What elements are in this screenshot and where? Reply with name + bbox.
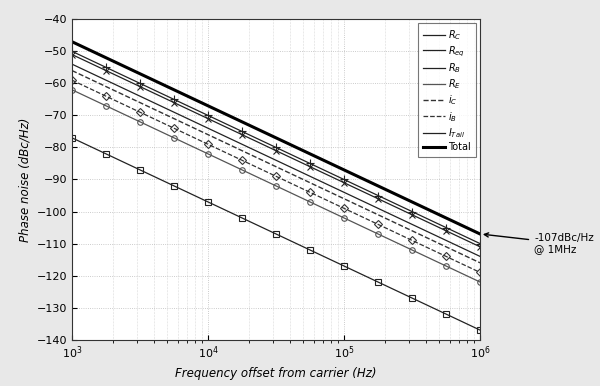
$R_C$ <box>476 328 484 332</box>
$R_E$ <box>68 88 76 92</box>
Total <box>325 160 332 165</box>
$R_E$ <box>325 208 332 213</box>
$R_B$ <box>365 201 372 206</box>
$R_B$ <box>68 62 76 66</box>
Total <box>230 115 237 120</box>
Line: $i_C$: $i_C$ <box>72 71 480 263</box>
$I_{Tail}$ <box>118 72 125 77</box>
$i_C$ <box>363 207 370 212</box>
$R_E$ <box>202 150 209 155</box>
Line: Total: Total <box>72 42 480 234</box>
$I_{Tail}$ <box>230 125 237 130</box>
$R_{eq}$ <box>363 191 370 196</box>
Line: $i_B$: $i_B$ <box>72 80 480 273</box>
Line: $R_{eq}$: $R_{eq}$ <box>72 54 480 247</box>
$i_C$ <box>230 144 237 149</box>
$R_B$ <box>118 85 125 90</box>
$i_B$ <box>325 199 332 203</box>
$i_B$ <box>363 217 370 221</box>
$i_B$ <box>476 270 484 275</box>
Total <box>202 102 209 107</box>
$R_{eq}$ <box>230 129 237 133</box>
$R_C$ <box>118 159 125 163</box>
$i_B$ <box>202 141 209 145</box>
$R_C$ <box>363 274 370 279</box>
Legend: $R_C$, $R_{eq}$, $R_B$, $R_E$, $i_C$, $i_B$, $I_{Tail}$, Total: $R_C$, $R_{eq}$, $R_B$, $R_E$, $i_C$, $i… <box>418 23 476 157</box>
$I_{Tail}$ <box>202 112 209 116</box>
$i_C$ <box>68 68 76 73</box>
$R_{eq}$ <box>365 192 372 196</box>
$R_{eq}$ <box>476 244 484 249</box>
$R_B$ <box>230 138 237 142</box>
Line: $R_E$: $R_E$ <box>72 90 480 282</box>
$I_{Tail}$ <box>476 241 484 246</box>
Total <box>363 178 370 183</box>
$R_E$ <box>476 280 484 284</box>
$I_{Tail}$ <box>68 49 76 54</box>
Total <box>476 232 484 236</box>
$R_E$ <box>363 226 370 231</box>
$i_C$ <box>325 189 332 194</box>
Y-axis label: Phase noise (dBc/Hz): Phase noise (dBc/Hz) <box>18 117 31 242</box>
$R_B$ <box>325 183 332 187</box>
$R_B$ <box>202 124 209 129</box>
$i_B$ <box>68 78 76 83</box>
$i_B$ <box>365 218 372 222</box>
$i_C$ <box>202 131 209 135</box>
$R_{eq}$ <box>202 115 209 120</box>
$R_E$ <box>365 227 372 232</box>
$I_{Tail}$ <box>325 170 332 174</box>
Total <box>118 63 125 67</box>
$i_C$ <box>476 261 484 265</box>
Line: $R_C$: $R_C$ <box>72 138 480 330</box>
$i_C$ <box>365 208 372 213</box>
$R_B$ <box>363 201 370 205</box>
$i_C$ <box>118 91 125 96</box>
Line: $R_B$: $R_B$ <box>72 64 480 256</box>
X-axis label: Frequency offset from carrier (Hz): Frequency offset from carrier (Hz) <box>175 367 377 380</box>
$i_B$ <box>118 101 125 106</box>
$R_{eq}$ <box>118 75 125 80</box>
$R_C$ <box>230 212 237 216</box>
Text: -107dBc/Hz
@ 1MHz: -107dBc/Hz @ 1MHz <box>484 233 594 254</box>
Total <box>365 179 372 184</box>
$R_B$ <box>476 254 484 259</box>
$R_E$ <box>230 164 237 168</box>
Total <box>68 39 76 44</box>
$R_{eq}$ <box>68 52 76 57</box>
$I_{Tail}$ <box>363 188 370 192</box>
$R_C$ <box>68 135 76 140</box>
Line: $I_{Tail}$: $I_{Tail}$ <box>72 51 480 244</box>
$R_E$ <box>118 111 125 115</box>
$i_B$ <box>230 154 237 159</box>
$R_C$ <box>325 256 332 261</box>
$R_C$ <box>365 275 372 280</box>
$I_{Tail}$ <box>365 189 372 193</box>
$R_{eq}$ <box>325 173 332 178</box>
$R_C$ <box>202 198 209 203</box>
